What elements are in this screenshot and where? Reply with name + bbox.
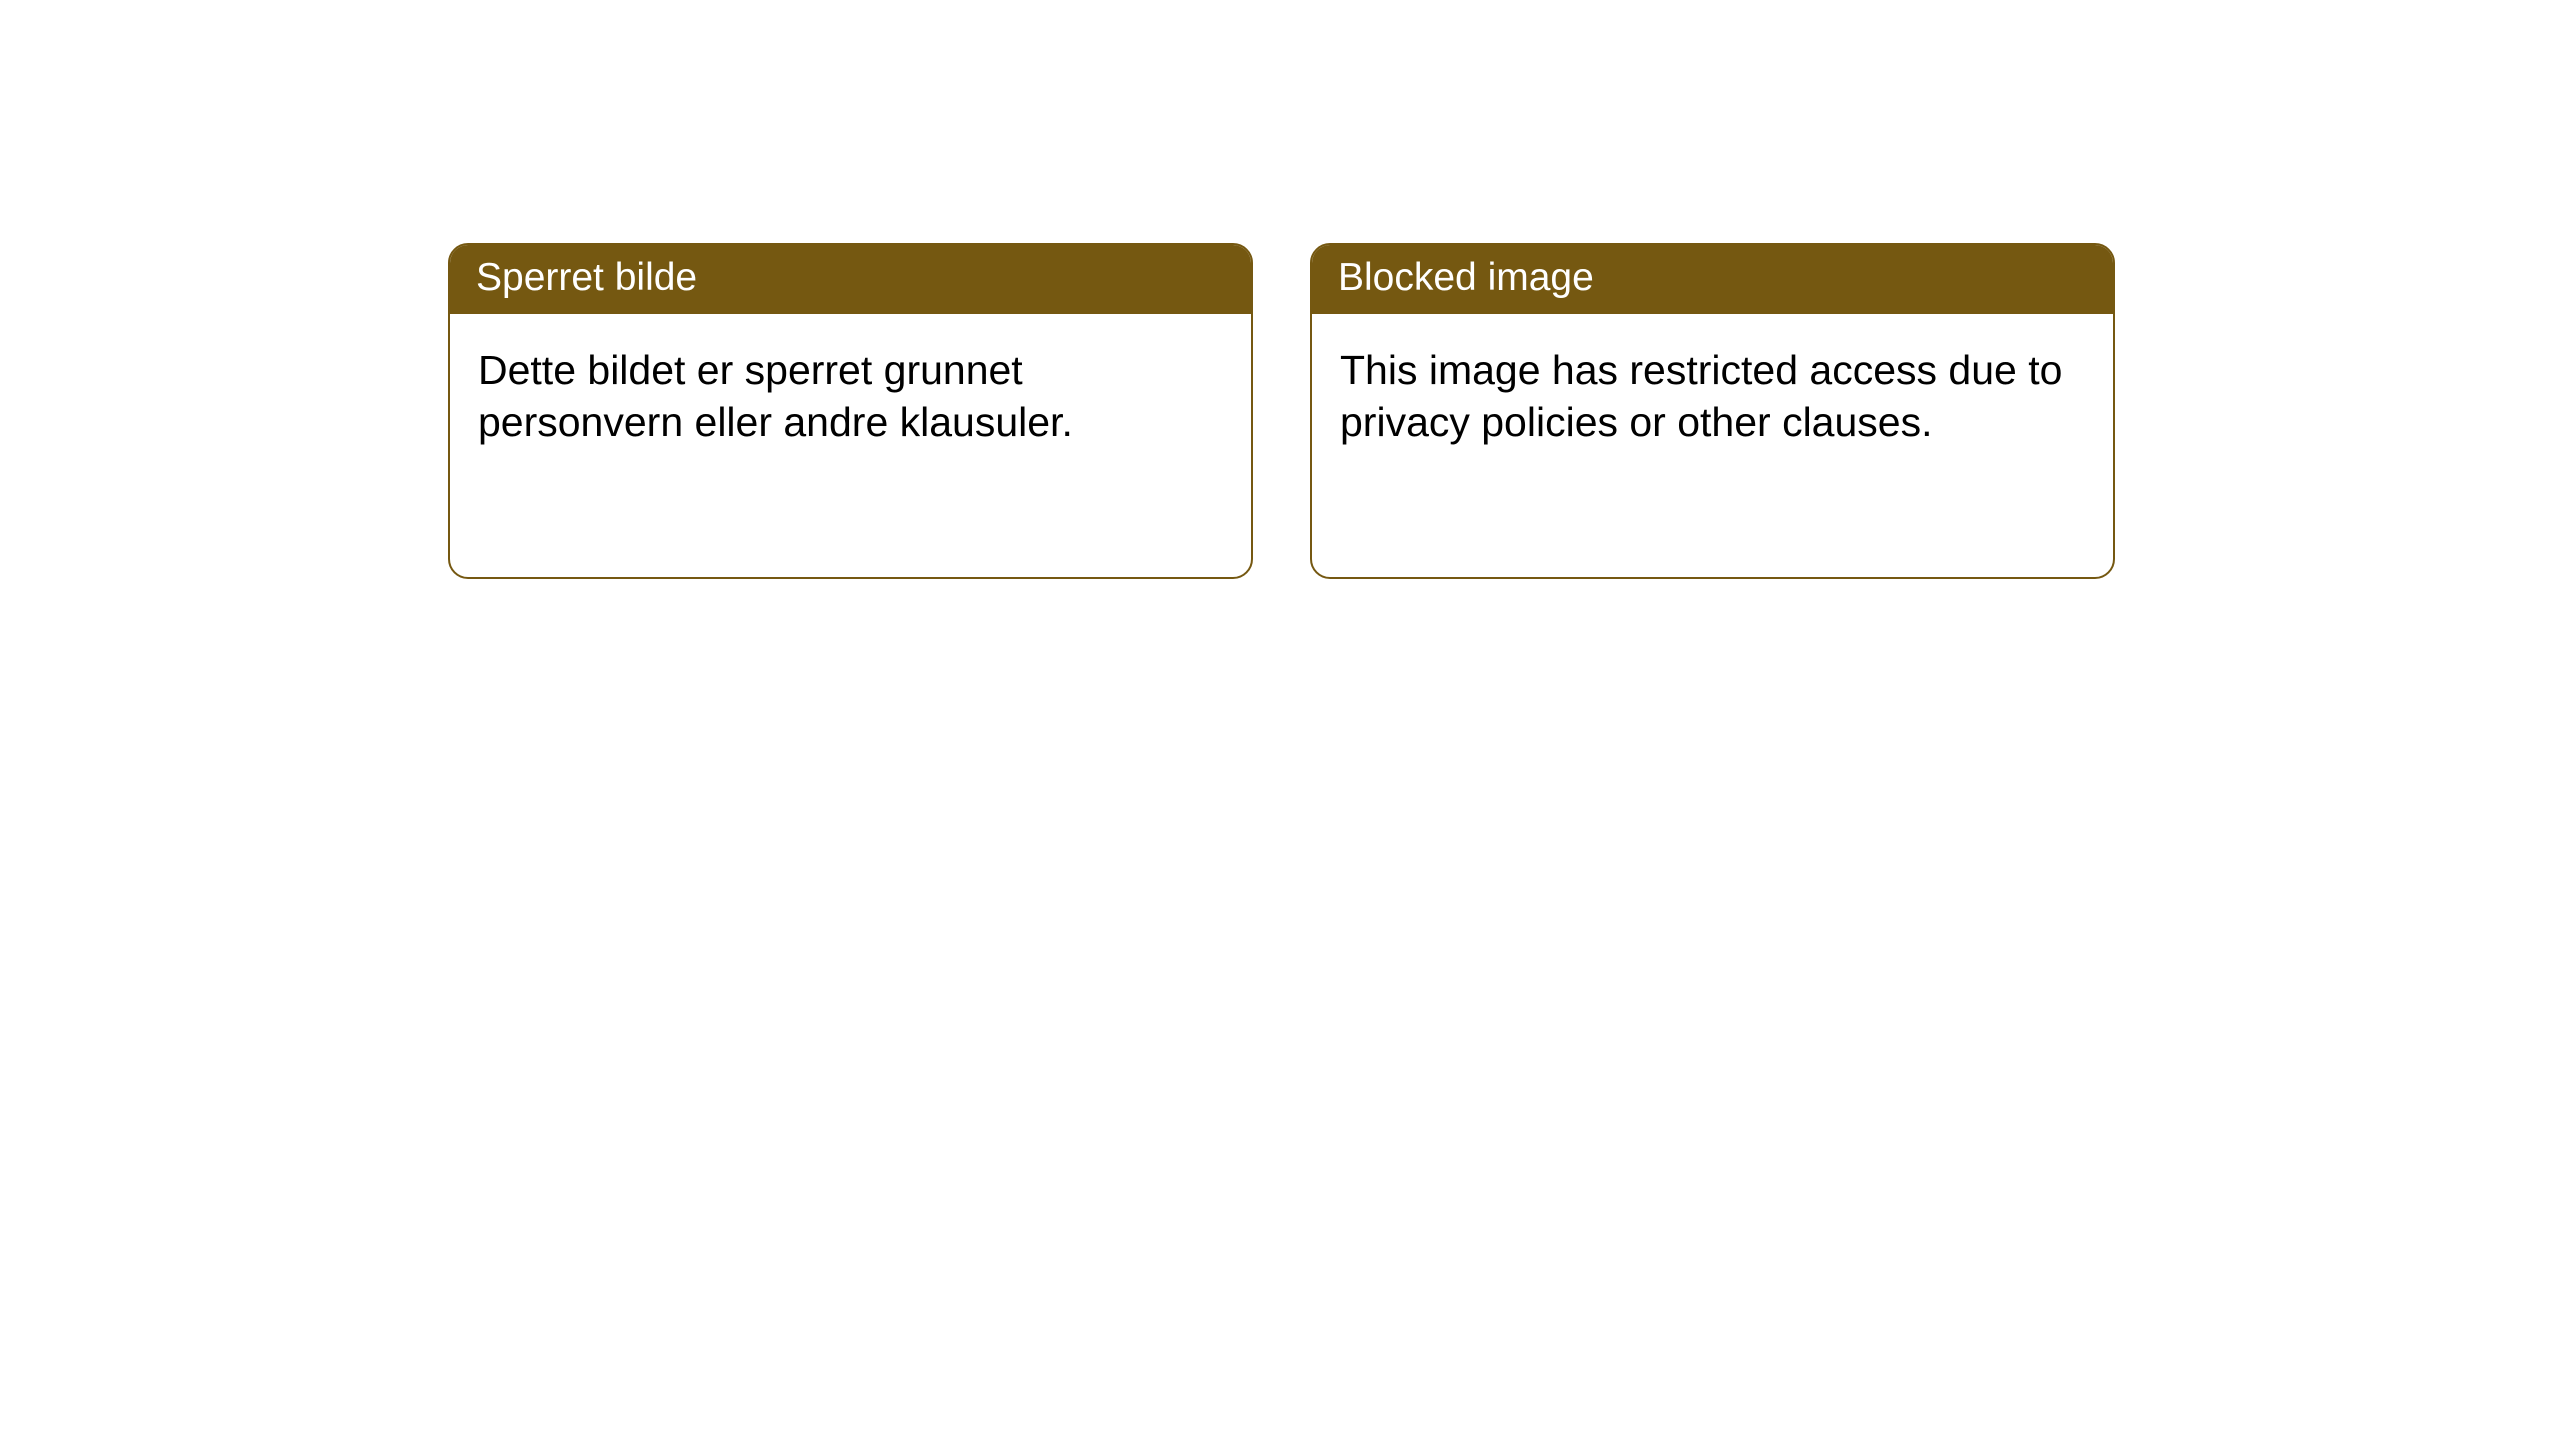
notice-card-english: Blocked image This image has restricted …	[1310, 243, 2115, 579]
notice-body: Dette bildet er sperret grunnet personve…	[450, 314, 1251, 479]
notice-card-norwegian: Sperret bilde Dette bildet er sperret gr…	[448, 243, 1253, 579]
notices-container: Sperret bilde Dette bildet er sperret gr…	[448, 243, 2115, 579]
notice-header: Blocked image	[1312, 245, 2113, 314]
notice-header: Sperret bilde	[450, 245, 1251, 314]
notice-body: This image has restricted access due to …	[1312, 314, 2113, 479]
